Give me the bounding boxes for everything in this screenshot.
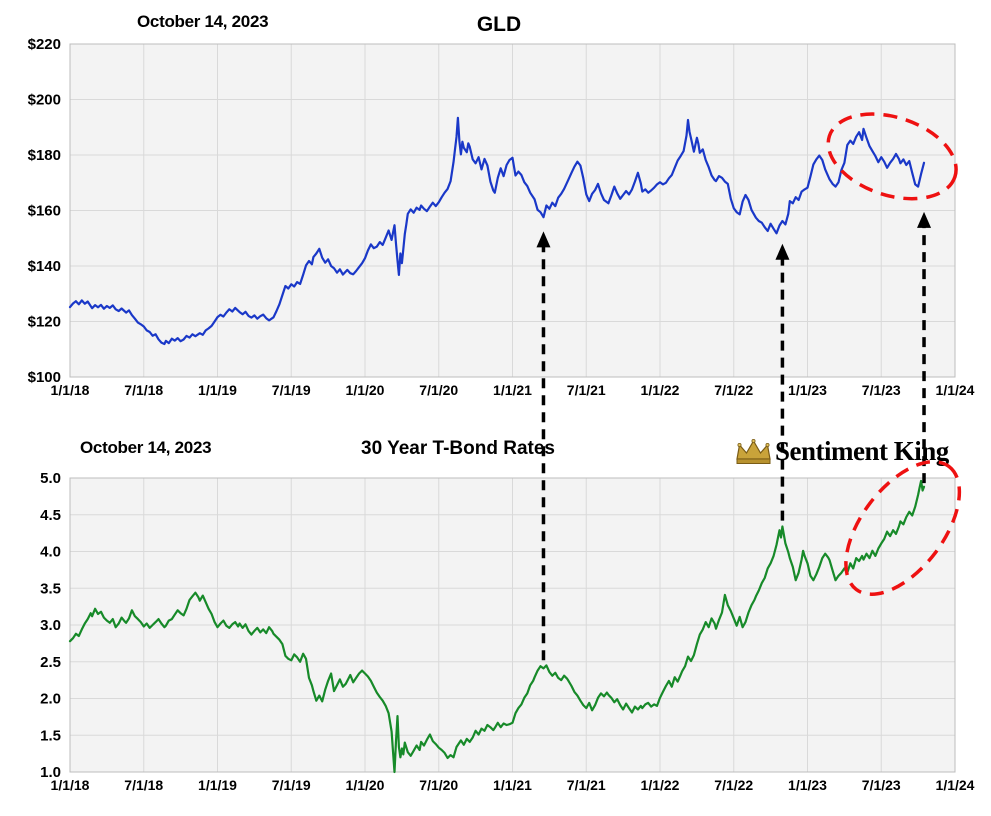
bond-x-tick-label: 7/1/22 bbox=[714, 777, 753, 793]
gld-y-tick-label: $220 bbox=[28, 36, 61, 53]
gld-plot-border bbox=[69, 43, 956, 378]
bond-x-tick-label: 7/1/18 bbox=[124, 777, 163, 793]
bond-y-tick-label: 1.5 bbox=[40, 727, 61, 744]
bond-y-tick-label: 3.5 bbox=[40, 580, 61, 597]
bond-x-tick-label: 1/1/21 bbox=[493, 777, 532, 793]
gld-y-tick-label: $160 bbox=[28, 203, 61, 220]
bond-date-label: October 14, 2023 bbox=[80, 438, 212, 457]
bond-x-tick-label: 1/1/24 bbox=[936, 777, 975, 793]
gld-x-tick-label: 7/1/20 bbox=[419, 382, 458, 398]
gld-x-tick-label: 7/1/21 bbox=[567, 382, 606, 398]
bond-y-tick-label: 3.0 bbox=[40, 617, 61, 634]
gld-x-tick-label: 7/1/22 bbox=[714, 382, 753, 398]
bond-y-tick-label: 4.5 bbox=[40, 507, 61, 524]
gld-y-tick-label: $200 bbox=[28, 92, 61, 109]
bond-y-tick-label: 5.0 bbox=[40, 470, 61, 487]
bond-x-tick-label: 7/1/20 bbox=[419, 777, 458, 793]
bond-data-line bbox=[68, 479, 926, 774]
bond-x-tick-label: 7/1/23 bbox=[862, 777, 901, 793]
gld-y-tick-label: $140 bbox=[28, 258, 61, 275]
logo-text: Sentiment King bbox=[775, 436, 949, 466]
bond-x-tick-label: 1/1/20 bbox=[346, 777, 385, 793]
gld-x-tick-label: 1/1/22 bbox=[641, 382, 680, 398]
gld-x-tick-label: 7/1/18 bbox=[124, 382, 163, 398]
bond-x-tick-label: 1/1/22 bbox=[641, 777, 680, 793]
gld-y-tick-label: $120 bbox=[28, 314, 61, 331]
gld-x-tick-label: 1/1/18 bbox=[51, 382, 90, 398]
bond-plot-border bbox=[69, 477, 956, 773]
bond-chart-title: 30 Year T-Bond Rates bbox=[361, 438, 555, 459]
gld-data-line bbox=[68, 116, 926, 346]
sentiment-king-logo: Sentiment King bbox=[733, 438, 949, 472]
gld-date-label: October 14, 2023 bbox=[137, 12, 269, 31]
gld-x-tick-label: 7/1/23 bbox=[862, 382, 901, 398]
bond-x-tick-label: 7/1/19 bbox=[272, 777, 311, 793]
bond-x-tick-label: 7/1/21 bbox=[567, 777, 606, 793]
crown-icon bbox=[733, 438, 774, 472]
bond-x-tick-label: 1/1/18 bbox=[51, 777, 90, 793]
bond-y-tick-label: 2.5 bbox=[40, 654, 61, 671]
gld-y-tick-label: $100 bbox=[28, 369, 61, 386]
gld-x-tick-label: 1/1/23 bbox=[788, 382, 827, 398]
gld-y-tick-label: $180 bbox=[28, 147, 61, 164]
gld-chart-title: GLD bbox=[476, 13, 522, 36]
gld-x-tick-label: 1/1/21 bbox=[493, 382, 532, 398]
bond-y-tick-label: 4.0 bbox=[40, 544, 61, 561]
gld-x-tick-label: 1/1/20 bbox=[346, 382, 385, 398]
bond-x-tick-label: 1/1/23 bbox=[788, 777, 827, 793]
gld-x-tick-label: 1/1/24 bbox=[936, 382, 975, 398]
bond-y-tick-label: 1.0 bbox=[40, 764, 61, 781]
gld-x-tick-label: 1/1/19 bbox=[198, 382, 237, 398]
bond-x-tick-label: 1/1/19 bbox=[198, 777, 237, 793]
gld-x-tick-label: 7/1/19 bbox=[272, 382, 311, 398]
bond-y-tick-label: 2.0 bbox=[40, 691, 61, 708]
